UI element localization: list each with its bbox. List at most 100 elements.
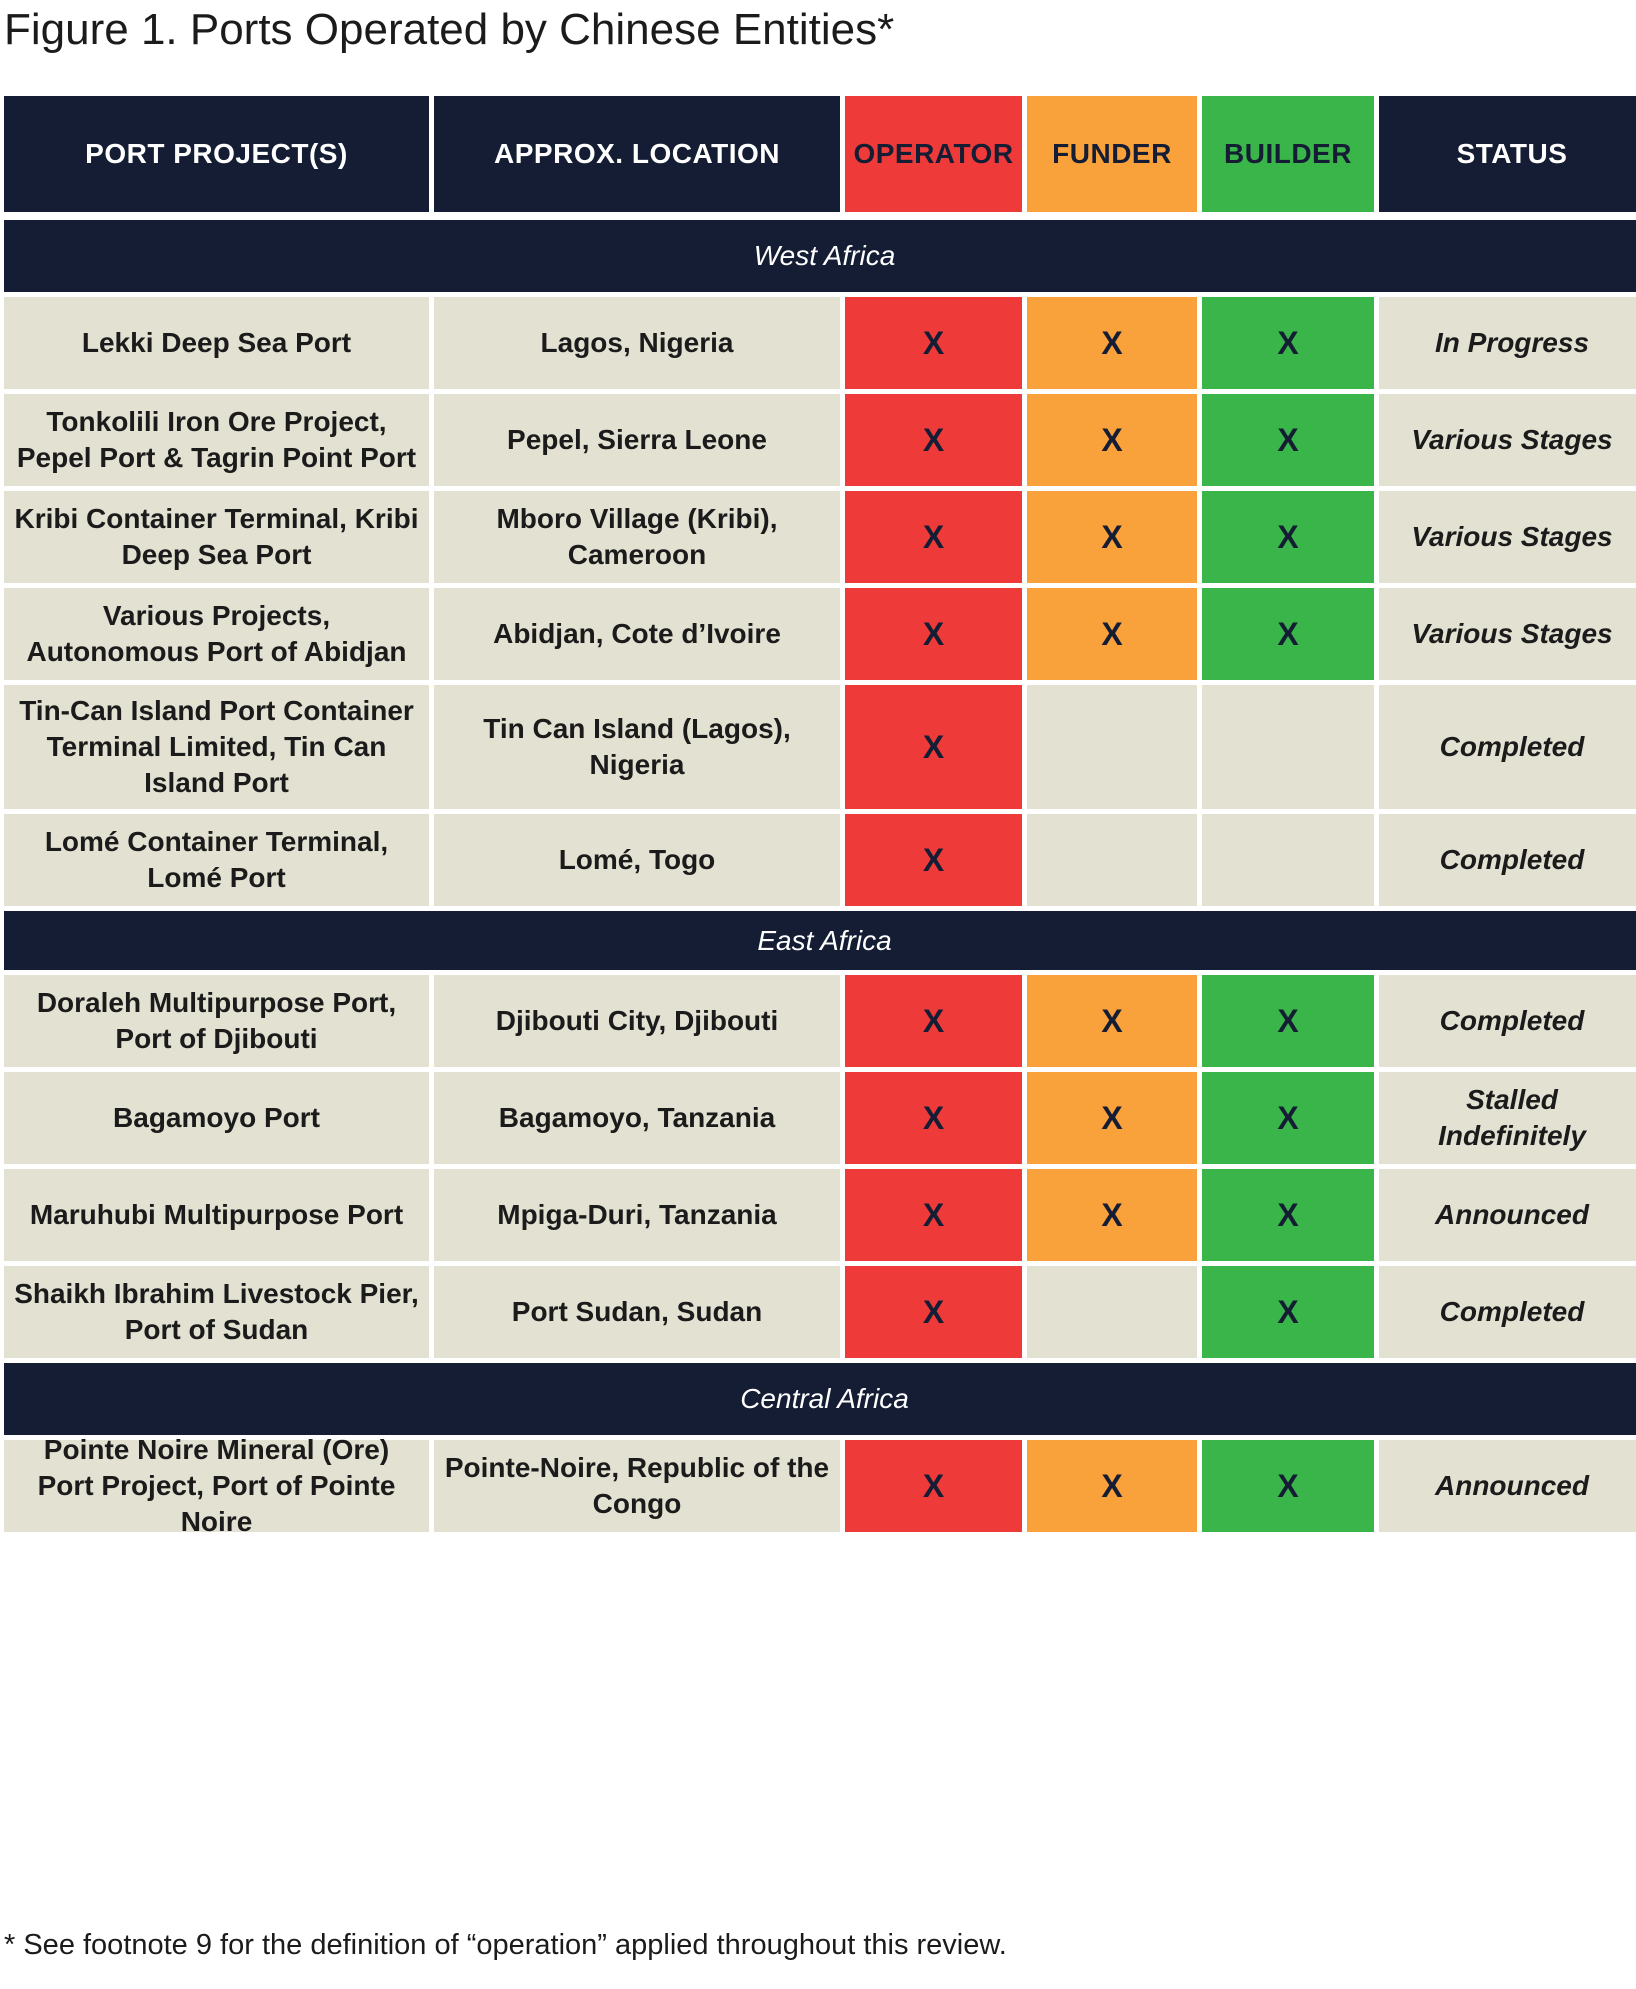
operator-check-mark: X bbox=[922, 729, 945, 765]
builder-check-mark: X bbox=[1277, 1468, 1299, 1504]
operator-cell: X bbox=[845, 1072, 1022, 1169]
location-cell: Pointe-Noire, Republic of the Congo bbox=[434, 1440, 840, 1537]
location-cell: Djibouti City, Djibouti bbox=[434, 975, 840, 1072]
region-header: Central Africa bbox=[4, 1363, 1636, 1440]
builder-check-mark: X bbox=[1277, 519, 1299, 555]
region-header: East Africa bbox=[4, 911, 1636, 975]
operator-cell: X bbox=[845, 1266, 1022, 1363]
project-cell: Lomé Container Terminal, Lomé Port bbox=[4, 814, 429, 911]
location-cell: Tin Can Island (Lagos), Nigeria bbox=[434, 685, 840, 814]
location-cell: Bagamoyo, Tanzania bbox=[434, 1072, 840, 1169]
builder-cell: X bbox=[1202, 588, 1374, 685]
header-project: PORT PROJECT(S) bbox=[4, 96, 429, 212]
builder-cell: X bbox=[1202, 975, 1374, 1072]
funder-cell bbox=[1027, 685, 1197, 814]
funder-cell: X bbox=[1027, 491, 1197, 588]
location-cell: Mboro Village (Kribi), Cameroon bbox=[434, 491, 840, 588]
location-cell: Lomé, Togo bbox=[434, 814, 840, 911]
project-cell: Doraleh Multipurpose Port, Port of Djibo… bbox=[4, 975, 429, 1072]
funder-check-mark: X bbox=[1101, 422, 1123, 458]
funder-cell bbox=[1027, 814, 1197, 911]
funder-cell: X bbox=[1027, 1440, 1197, 1537]
builder-cell bbox=[1202, 685, 1374, 814]
status-cell: Stalled Indefinitely bbox=[1379, 1072, 1636, 1169]
funder-check-mark: X bbox=[1101, 325, 1123, 361]
operator-check-mark: X bbox=[922, 842, 945, 878]
project-cell: Lekki Deep Sea Port bbox=[4, 297, 429, 394]
operator-check-mark: X bbox=[922, 519, 945, 555]
builder-check-mark: X bbox=[1277, 1003, 1299, 1039]
builder-cell: X bbox=[1202, 1266, 1374, 1363]
operator-check-mark: X bbox=[922, 616, 945, 652]
builder-check-mark: X bbox=[1277, 616, 1299, 652]
project-cell: Bagamoyo Port bbox=[4, 1072, 429, 1169]
builder-cell: X bbox=[1202, 491, 1374, 588]
location-cell: Pepel, Sierra Leone bbox=[434, 394, 840, 491]
project-cell: Kribi Container Terminal, Kribi Deep Sea… bbox=[4, 491, 429, 588]
project-cell: Tin-Can Island Port Container Terminal L… bbox=[4, 685, 429, 814]
location-cell: Abidjan, Cote d’Ivoire bbox=[434, 588, 840, 685]
operator-cell: X bbox=[845, 685, 1022, 814]
operator-cell: X bbox=[845, 1440, 1022, 1537]
footnote: * See footnote 9 for the definition of “… bbox=[4, 1929, 1007, 1961]
funder-check-mark: X bbox=[1101, 1003, 1123, 1039]
status-cell: Completed bbox=[1379, 975, 1636, 1072]
operator-check-mark: X bbox=[922, 1294, 945, 1330]
builder-check-mark: X bbox=[1277, 1294, 1299, 1330]
operator-check-mark: X bbox=[922, 422, 945, 458]
header-location: APPROX. LOCATION bbox=[434, 96, 840, 212]
status-cell: Completed bbox=[1379, 814, 1636, 911]
operator-cell: X bbox=[845, 975, 1022, 1072]
project-cell: Tonkolili Iron Ore Project, Pepel Port &… bbox=[4, 394, 429, 491]
builder-cell: X bbox=[1202, 1072, 1374, 1169]
builder-cell: X bbox=[1202, 1440, 1374, 1537]
operator-cell: X bbox=[845, 297, 1022, 394]
project-cell: Various Projects, Autonomous Port of Abi… bbox=[4, 588, 429, 685]
location-cell: Port Sudan, Sudan bbox=[434, 1266, 840, 1363]
funder-cell: X bbox=[1027, 297, 1197, 394]
header-status: STATUS bbox=[1379, 96, 1636, 212]
builder-check-mark: X bbox=[1277, 422, 1299, 458]
funder-check-mark: X bbox=[1101, 1468, 1123, 1504]
operator-check-mark: X bbox=[922, 1468, 945, 1504]
project-cell: Shaikh Ibrahim Livestock Pier, Port of S… bbox=[4, 1266, 429, 1363]
operator-cell: X bbox=[845, 491, 1022, 588]
status-cell: In Progress bbox=[1379, 297, 1636, 394]
status-cell: Various Stages bbox=[1379, 491, 1636, 588]
figure-title: Figure 1. Ports Operated by Chinese Enti… bbox=[4, 5, 895, 54]
status-cell: Various Stages bbox=[1379, 394, 1636, 491]
funder-check-mark: X bbox=[1101, 519, 1123, 555]
project-cell: Pointe Noire Mineral (Ore) Port Project,… bbox=[4, 1434, 429, 1537]
status-cell: Announced bbox=[1379, 1169, 1636, 1266]
status-cell: Various Stages bbox=[1379, 588, 1636, 685]
funder-cell: X bbox=[1027, 1072, 1197, 1169]
operator-check-mark: X bbox=[922, 1197, 945, 1233]
location-cell: Lagos, Nigeria bbox=[434, 297, 840, 394]
builder-cell: X bbox=[1202, 297, 1374, 394]
header-funder: FUNDER bbox=[1027, 96, 1197, 212]
builder-cell: X bbox=[1202, 394, 1374, 491]
builder-check-mark: X bbox=[1277, 325, 1299, 361]
project-cell: Maruhubi Multipurpose Port bbox=[4, 1169, 429, 1266]
operator-check-mark: X bbox=[922, 325, 945, 361]
funder-cell: X bbox=[1027, 394, 1197, 491]
ports-table: PORT PROJECT(S) APPROX. LOCATION OPERATO… bbox=[4, 96, 1636, 1537]
region-header: West Africa bbox=[4, 220, 1636, 297]
header-operator: OPERATOR bbox=[845, 96, 1022, 212]
funder-cell: X bbox=[1027, 975, 1197, 1072]
funder-check-mark: X bbox=[1101, 616, 1123, 652]
funder-check-mark: X bbox=[1101, 1100, 1123, 1136]
operator-check-mark: X bbox=[922, 1100, 945, 1136]
operator-cell: X bbox=[845, 814, 1022, 911]
location-cell: Mpiga-Duri, Tanzania bbox=[434, 1169, 840, 1266]
operator-cell: X bbox=[845, 394, 1022, 491]
builder-cell bbox=[1202, 814, 1374, 911]
funder-cell: X bbox=[1027, 588, 1197, 685]
operator-cell: X bbox=[845, 1169, 1022, 1266]
operator-cell: X bbox=[845, 588, 1022, 685]
status-cell: Announced bbox=[1379, 1440, 1636, 1537]
header-builder: BUILDER bbox=[1202, 96, 1374, 212]
funder-cell: X bbox=[1027, 1169, 1197, 1266]
status-cell: Completed bbox=[1379, 1266, 1636, 1363]
builder-check-mark: X bbox=[1277, 1197, 1299, 1233]
